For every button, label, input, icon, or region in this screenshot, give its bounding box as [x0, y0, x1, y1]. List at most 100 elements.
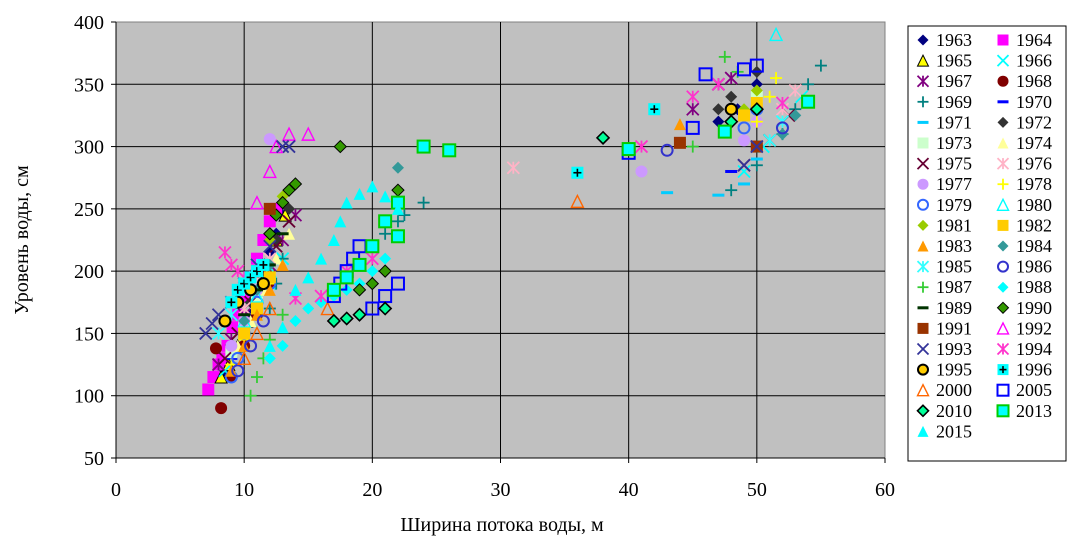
- data-point: [750, 78, 763, 91]
- data-point: [750, 84, 763, 97]
- data-point: [725, 184, 738, 197]
- data-point: [724, 102, 738, 116]
- data-point: [750, 157, 763, 161]
- data-point: [218, 351, 232, 365]
- data-point: [442, 143, 457, 158]
- data-point: [315, 252, 328, 265]
- data-point: [750, 115, 763, 128]
- data-point: [738, 182, 751, 186]
- legend-label-1966: 1966: [1016, 51, 1052, 71]
- data-point: [250, 302, 263, 315]
- data-point: [737, 164, 751, 179]
- legend-marker-1972: [997, 116, 1009, 128]
- data-point: [763, 133, 777, 147]
- legend-label-1970: 1970: [1016, 92, 1052, 112]
- data-point: [334, 215, 347, 228]
- data-point: [263, 283, 276, 296]
- data-point: [738, 109, 751, 122]
- legend-marker-1976: [996, 157, 1010, 170]
- y-axis-label: Уровень воды, см: [11, 165, 33, 315]
- legend-marker-1995: [917, 363, 929, 376]
- x-tick-label: 0: [111, 479, 121, 501]
- legend-label-1977: 1977: [936, 174, 972, 194]
- data-point: [339, 270, 354, 285]
- legend-label-2015: 2015: [936, 421, 972, 441]
- legend-label-2010: 2010: [936, 401, 972, 421]
- legend-label-1979: 1979: [936, 195, 972, 215]
- legend-marker-1971: [917, 120, 929, 124]
- x-tick-label: 10: [234, 479, 254, 501]
- legend-label-1976: 1976: [1016, 154, 1052, 174]
- legend-label-1982: 1982: [1016, 215, 1052, 235]
- data-point: [244, 389, 257, 402]
- data-point: [725, 90, 738, 103]
- data-point: [711, 77, 726, 91]
- legend-label-1993: 1993: [936, 339, 972, 359]
- data-point: [205, 316, 219, 331]
- data-point: [712, 193, 725, 197]
- legend-label-1978: 1978: [1016, 174, 1052, 194]
- legend-marker-1996: [997, 364, 1009, 376]
- data-point: [215, 402, 228, 415]
- data-point: [209, 342, 222, 355]
- data-point: [352, 307, 367, 322]
- legend-label-1971: 1971: [936, 112, 972, 132]
- legend-label-1964: 1964: [1016, 30, 1052, 50]
- data-point: [282, 214, 296, 228]
- data-point: [788, 83, 802, 98]
- series-1996: [225, 103, 661, 309]
- legend-marker-1987: [917, 281, 929, 293]
- legend-label-1988: 1988: [1016, 277, 1052, 297]
- data-point: [378, 301, 393, 316]
- legend-label-1995: 1995: [936, 360, 972, 380]
- legend-marker-2000: [916, 383, 930, 397]
- legend-label-1963: 1963: [936, 30, 972, 50]
- data-point: [750, 139, 764, 154]
- data-point: [275, 195, 290, 210]
- x-tick-label: 50: [747, 479, 767, 501]
- data-point: [340, 196, 353, 209]
- legend-label-1987: 1987: [936, 277, 972, 297]
- data-point: [326, 282, 341, 297]
- data-point: [648, 103, 661, 116]
- data-point: [257, 258, 270, 271]
- data-point: [506, 161, 520, 175]
- legend-label-1973: 1973: [936, 133, 972, 153]
- data-point: [262, 300, 277, 316]
- legend-marker-1988: [997, 281, 1009, 293]
- series-2015: [263, 180, 404, 352]
- series-2010: [326, 102, 764, 329]
- data-point: [238, 314, 251, 327]
- data-point: [288, 177, 303, 191]
- data-point: [238, 313, 251, 317]
- data-point: [391, 161, 404, 174]
- legend-marker-1977: [917, 178, 929, 190]
- legend-marker-1980: [996, 197, 1010, 212]
- data-point: [238, 327, 251, 340]
- data-point: [365, 239, 380, 254]
- legend-marker-2013: [996, 404, 1010, 418]
- legend-label-1980: 1980: [1016, 195, 1052, 215]
- data-point: [595, 130, 611, 145]
- data-point: [379, 227, 392, 240]
- data-point: [717, 124, 732, 139]
- legend-marker-1973: [917, 137, 929, 149]
- data-point: [698, 67, 713, 82]
- data-point: [202, 383, 215, 396]
- data-point: [314, 289, 328, 303]
- legend-label-1967: 1967: [936, 71, 972, 91]
- y-tick-label: 400: [74, 12, 104, 34]
- legend-marker-1986: [997, 260, 1009, 273]
- data-point: [249, 195, 265, 210]
- data-point: [352, 257, 367, 272]
- legend-marker-1990: [996, 301, 1010, 315]
- data-point: [289, 314, 302, 327]
- data-point: [390, 276, 405, 291]
- legend-label-1986: 1986: [1016, 257, 1052, 277]
- data-point: [768, 26, 784, 42]
- legend-label-1972: 1972: [1016, 112, 1052, 132]
- data-point: [237, 350, 252, 366]
- plot-area: [115, 21, 886, 459]
- x-tick-label: 60: [875, 479, 895, 501]
- legend-marker-1970: [997, 100, 1009, 104]
